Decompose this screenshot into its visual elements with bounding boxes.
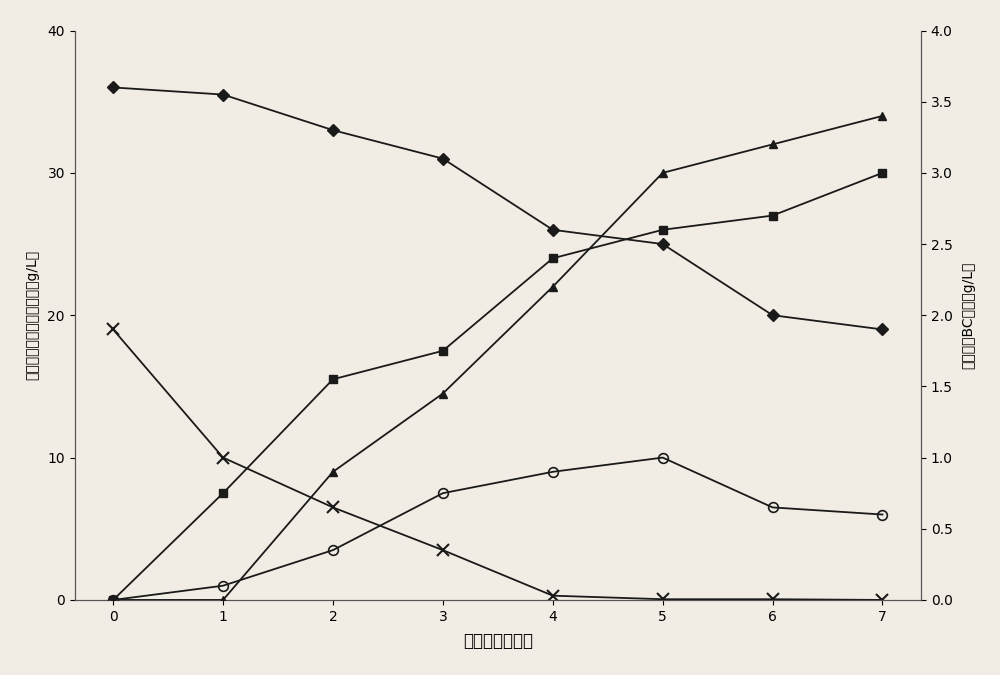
- Y-axis label: 菌体量厼BC产量（g/L）: 菌体量厼BC产量（g/L）: [961, 261, 975, 369]
- Y-axis label: 残糖、乙酸及乙醇残余量（g/L）: 残糖、乙酸及乙醇残余量（g/L）: [25, 250, 39, 380]
- X-axis label: 发酵时间（天）: 发酵时间（天）: [463, 632, 533, 650]
